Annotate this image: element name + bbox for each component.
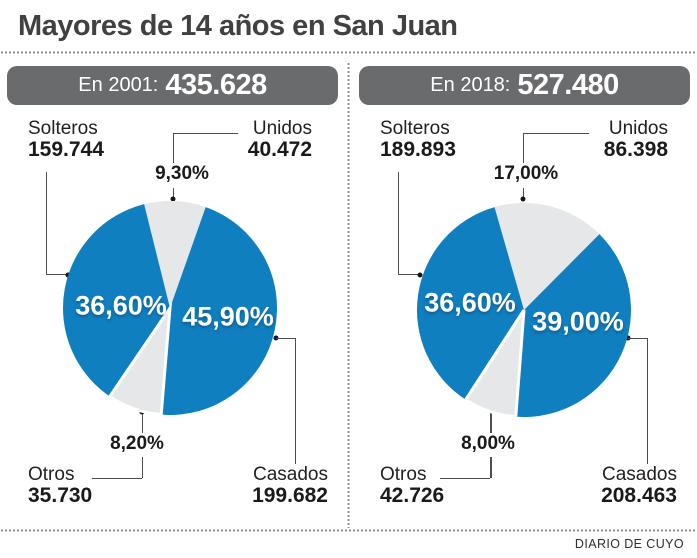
- category-name: Solteros: [380, 118, 450, 139]
- page-title: Mayores de 14 años en San Juan: [18, 10, 458, 42]
- category-name: Casados: [602, 464, 677, 485]
- pie-slice-solteros: [62, 204, 170, 397]
- unidos-percent-2018: 17,00%: [493, 163, 559, 184]
- leader-line: [276, 337, 296, 339]
- leader-line: [397, 172, 399, 275]
- casados-label-2018: Casados 208.463: [577, 465, 677, 507]
- solteros-label-2001: Solteros 159.744: [28, 119, 104, 161]
- otros-percent-2001: 8,20%: [110, 433, 164, 454]
- category-value: 159.744: [28, 138, 104, 161]
- year-total-badge-2018: En 2018: 527.480: [359, 66, 690, 105]
- leader-line: [141, 414, 143, 433]
- category-name: Otros: [380, 464, 427, 485]
- category-name: Solteros: [28, 118, 98, 139]
- category-value: 40.472: [247, 138, 312, 161]
- solteros-percent-2001: 36,60%: [75, 290, 167, 321]
- leader-dot: [65, 272, 71, 277]
- solteros-percent-2018: 36,60%: [424, 287, 516, 318]
- category-value: 199.682: [252, 484, 328, 507]
- category-value: 208.463: [601, 484, 677, 507]
- leader-line: [45, 273, 67, 275]
- year-label: En 2018:: [430, 74, 511, 96]
- unidos-percent-2001: 9,30%: [155, 163, 209, 184]
- leader-line: [172, 132, 238, 134]
- pie-slice-unidos: [144, 200, 206, 308]
- total-value: 435.628: [165, 69, 267, 101]
- otros-label-2001: Otros 35.730: [28, 465, 92, 507]
- pie-slice-otros: [107, 302, 172, 416]
- leader-line: [92, 477, 142, 479]
- category-name: Unidos: [252, 118, 312, 139]
- category-value: 42.726: [380, 484, 445, 507]
- solteros-label-2018: Solteros 189.893: [380, 119, 456, 161]
- leader-line: [397, 273, 419, 275]
- leader-line: [45, 172, 47, 275]
- leader-line: [646, 338, 648, 464]
- dotted-divider-top: [0, 51, 697, 54]
- casados-percent-2018: 39,00%: [532, 306, 624, 337]
- otros-label-2018: Otros 42.726: [380, 465, 444, 507]
- leader-dot: [170, 196, 176, 202]
- leader-line: [522, 133, 524, 163]
- leader-line: [172, 188, 174, 197]
- otros-percent-2018: 8,00%: [461, 433, 515, 454]
- source-credit: DIARIO DE CUYO: [574, 537, 684, 551]
- category-value: 86.398: [603, 138, 668, 161]
- category-name: Otros: [28, 464, 75, 485]
- year-label: En 2001:: [78, 74, 159, 96]
- total-value: 527.480: [517, 69, 619, 101]
- category-name: Unidos: [608, 118, 668, 139]
- year-total-badge-2001: En 2001: 435.628: [7, 66, 338, 105]
- unidos-label-2018: Unidos 86.398: [578, 119, 668, 161]
- unidos-label-2001: Unidos 40.472: [222, 119, 312, 161]
- pie-2018: [416, 202, 632, 418]
- category-value: 189.893: [380, 138, 456, 161]
- leader-line: [141, 457, 143, 478]
- leader-line: [490, 457, 492, 478]
- category-name: Casados: [253, 464, 328, 485]
- casados-percent-2001: 45,90%: [182, 301, 274, 332]
- pie-slice-casados: [515, 234, 631, 417]
- leader-line: [490, 413, 492, 433]
- category-value: 35.730: [28, 484, 93, 507]
- pie-2001: [62, 200, 278, 416]
- leader-line: [294, 338, 296, 464]
- leader-line: [440, 477, 490, 479]
- dotted-divider-vertical: [347, 62, 350, 528]
- leader-line: [628, 337, 648, 339]
- pie-slice-solteros: [416, 207, 524, 400]
- leader-dot: [417, 272, 423, 277]
- casados-label-2001: Casados 199.682: [228, 465, 328, 507]
- leader-line: [522, 188, 524, 197]
- leader-dot: [520, 196, 526, 202]
- leader-line: [172, 133, 174, 163]
- leader-line: [522, 132, 589, 134]
- pie-slice-unidos: [494, 202, 599, 310]
- pie-slice-casados: [161, 207, 278, 416]
- pie-slice-otros: [463, 309, 525, 418]
- dotted-divider-bottom: [0, 529, 697, 532]
